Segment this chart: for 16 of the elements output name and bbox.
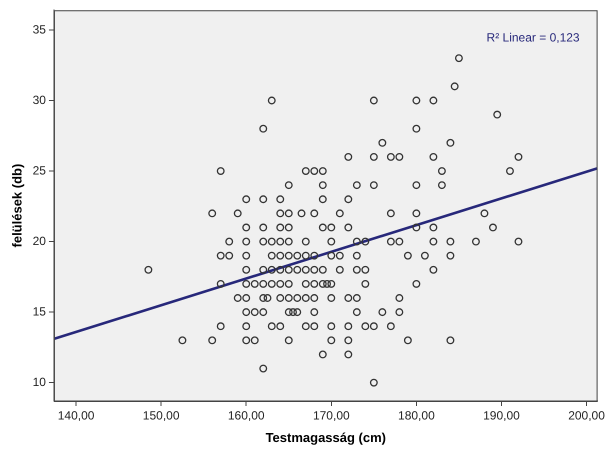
y-tick-label: 35 <box>32 22 46 36</box>
annotation: R² Linear = 0,123 <box>486 30 580 45</box>
x-tick-label: 150,00 <box>142 408 180 423</box>
y-tick-label: 25 <box>32 163 46 178</box>
y-tick-label: 15 <box>32 304 46 318</box>
x-axis-title: Testmagasság (cm) <box>266 430 386 445</box>
x-tick-label: 180,00 <box>398 408 436 423</box>
x-tick-label: 190,00 <box>483 408 520 423</box>
y-tick-label: 10 <box>32 374 46 389</box>
x-tick-label: 140,00 <box>58 408 95 423</box>
x-tick-label: 160,00 <box>228 408 265 423</box>
x-tick-label: 170,00 <box>312 408 350 423</box>
y-axis-title: felülések (db) <box>9 164 24 248</box>
x-tick-label: 200,00 <box>568 408 606 423</box>
y-tick-label: 30 <box>32 92 46 107</box>
y-tick-label: 20 <box>32 234 46 248</box>
